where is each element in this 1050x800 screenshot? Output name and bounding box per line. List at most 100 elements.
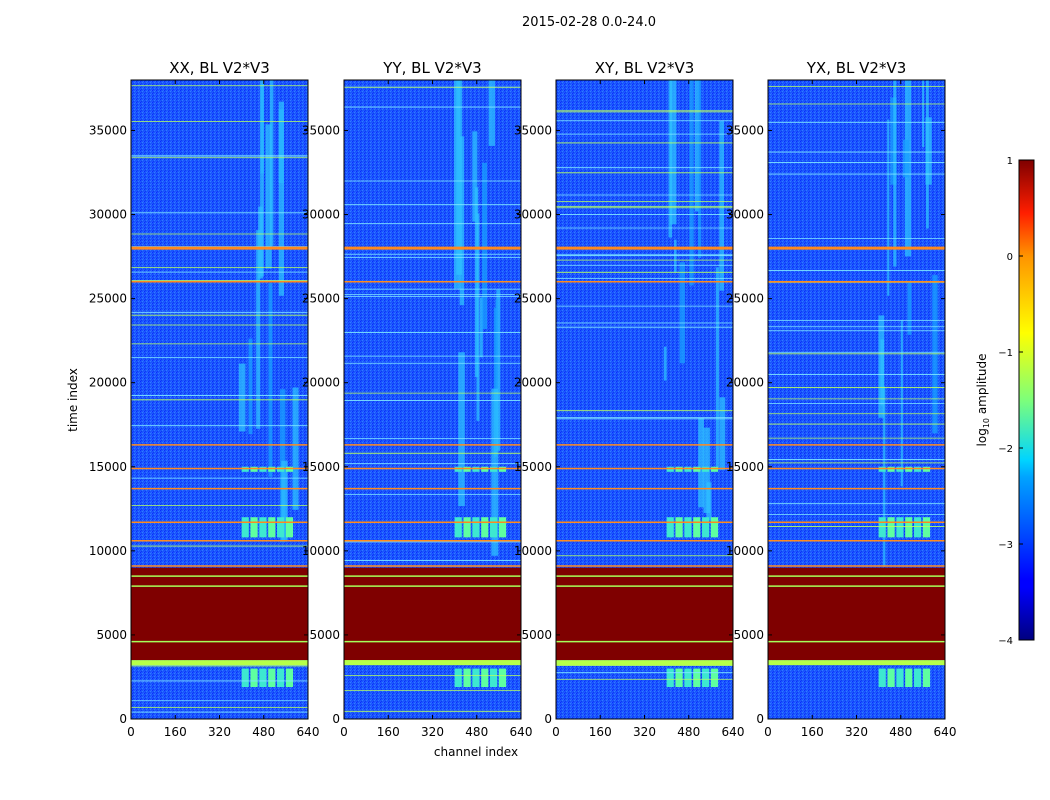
rfi-block bbox=[259, 668, 267, 688]
bright-band bbox=[131, 660, 308, 666]
rfi-block bbox=[285, 517, 294, 538]
rfi-block bbox=[905, 466, 913, 472]
y-tick-label: 0 bbox=[332, 712, 340, 726]
rfi-block bbox=[250, 668, 258, 688]
x-tick-label: 160 bbox=[801, 725, 824, 739]
y-tick-label: 0 bbox=[756, 712, 764, 726]
x-tick-label: 320 bbox=[845, 725, 868, 739]
rfi-streak bbox=[698, 80, 702, 258]
rfi-block bbox=[285, 466, 294, 472]
rfi-streak bbox=[663, 346, 667, 381]
rfi-block bbox=[463, 466, 471, 472]
rfi-block bbox=[277, 517, 285, 538]
rfi-block bbox=[241, 466, 249, 472]
y-tick-label: 15000 bbox=[89, 460, 127, 474]
rfi-block bbox=[675, 466, 683, 472]
x-tick-label: 480 bbox=[465, 725, 488, 739]
rfi-block bbox=[878, 466, 886, 472]
rfi-block bbox=[896, 668, 904, 688]
panel-2: YY, BL V2*V3 0 160 320 480 640 0 5000 10000 15000… bbox=[302, 59, 533, 739]
rfi-block bbox=[463, 668, 471, 688]
panel-4: YX, BL V2*V3 0 160 320 480 640 0 5000 10000 15000… bbox=[726, 59, 957, 739]
rfi-block bbox=[481, 517, 489, 538]
y-tick-label: 10000 bbox=[514, 544, 552, 558]
colorbar-tick-label: −4 bbox=[998, 636, 1013, 647]
rfi-block bbox=[250, 466, 258, 472]
colorbar-tick-label: −3 bbox=[998, 540, 1013, 551]
y-tick-label: 10000 bbox=[89, 544, 127, 558]
colorbar-label: log10 amplitude bbox=[975, 354, 991, 447]
rfi-block bbox=[498, 466, 507, 472]
colorbar-tick-label: −1 bbox=[998, 348, 1013, 359]
y-tick-label: 0 bbox=[119, 712, 127, 726]
panels-group: XX, BL V2*V3 0 160 320 480 640 0 5000 10000 15000… bbox=[89, 59, 957, 739]
rfi-streak bbox=[260, 80, 264, 277]
saturated-block bbox=[556, 567, 733, 661]
rfi-block bbox=[887, 466, 895, 472]
y-tick-label: 25000 bbox=[726, 292, 764, 306]
rfi-block bbox=[896, 517, 904, 538]
rfi-block bbox=[914, 517, 922, 538]
rfi-streak bbox=[719, 120, 725, 291]
rfi-streak bbox=[488, 80, 495, 146]
x-tick-label: 320 bbox=[421, 725, 444, 739]
y-tick-label: 5000 bbox=[733, 628, 764, 642]
rfi-block bbox=[666, 668, 674, 688]
rfi-block bbox=[472, 517, 480, 538]
y-tick-label: 15000 bbox=[726, 460, 764, 474]
panel-1: XX, BL V2*V3 0 160 320 480 640 0 5000 10000 15000… bbox=[89, 59, 320, 739]
bright-band bbox=[768, 660, 945, 666]
x-axis-label: channel index bbox=[434, 745, 518, 759]
colorbar-tick-label: −2 bbox=[998, 444, 1013, 455]
panel-title: XX, BL V2*V3 bbox=[169, 59, 270, 77]
rfi-block bbox=[684, 466, 692, 472]
colorbar-tick-label: 0 bbox=[1007, 252, 1013, 263]
rfi-block bbox=[481, 466, 489, 472]
rfi-block bbox=[472, 466, 480, 472]
rfi-streak bbox=[268, 283, 273, 477]
bright-band bbox=[556, 660, 733, 666]
rfi-streak bbox=[679, 262, 686, 364]
rfi-block bbox=[277, 466, 285, 472]
saturated-block bbox=[768, 567, 945, 661]
x-tick-label: 160 bbox=[164, 725, 187, 739]
rfi-block bbox=[896, 466, 904, 472]
rfi-block bbox=[285, 668, 294, 688]
rfi-block bbox=[684, 668, 692, 688]
x-tick-label: 0 bbox=[764, 725, 772, 739]
y-tick-label: 15000 bbox=[302, 460, 340, 474]
rfi-block bbox=[454, 668, 462, 688]
y-tick-label: 5000 bbox=[96, 628, 127, 642]
y-tick-label: 35000 bbox=[726, 123, 764, 137]
x-tick-label: 160 bbox=[377, 725, 400, 739]
rfi-streak bbox=[278, 101, 285, 296]
rfi-streak bbox=[674, 239, 677, 273]
y-tick-label: 20000 bbox=[89, 376, 127, 390]
rfi-block bbox=[702, 466, 710, 472]
rfi-block bbox=[905, 517, 913, 538]
rfi-block bbox=[693, 466, 701, 472]
y-tick-label: 10000 bbox=[726, 544, 764, 558]
colorbar-gradient bbox=[1018, 159, 1035, 641]
x-tick-label: 480 bbox=[889, 725, 912, 739]
rfi-block bbox=[702, 668, 710, 688]
rfi-streak bbox=[706, 482, 712, 521]
rfi-streak bbox=[716, 267, 719, 468]
y-tick-label: 25000 bbox=[89, 292, 127, 306]
rfi-streak bbox=[902, 139, 909, 178]
rfi-streak bbox=[887, 119, 890, 296]
y-tick-label: 30000 bbox=[726, 208, 764, 222]
bright-band bbox=[344, 660, 521, 666]
rfi-block bbox=[498, 668, 507, 688]
rfi-block bbox=[693, 668, 701, 688]
y-tick-label: 5000 bbox=[309, 628, 340, 642]
rfi-block bbox=[250, 517, 258, 538]
rfi-block bbox=[268, 668, 276, 688]
panel-title: XY, BL V2*V3 bbox=[595, 59, 695, 77]
rfi-block bbox=[666, 517, 674, 538]
rfi-streak bbox=[292, 387, 299, 510]
x-tick-label: 320 bbox=[208, 725, 231, 739]
x-tick-label: 480 bbox=[677, 725, 700, 739]
rfi-block bbox=[472, 668, 480, 688]
rfi-block bbox=[241, 517, 249, 538]
